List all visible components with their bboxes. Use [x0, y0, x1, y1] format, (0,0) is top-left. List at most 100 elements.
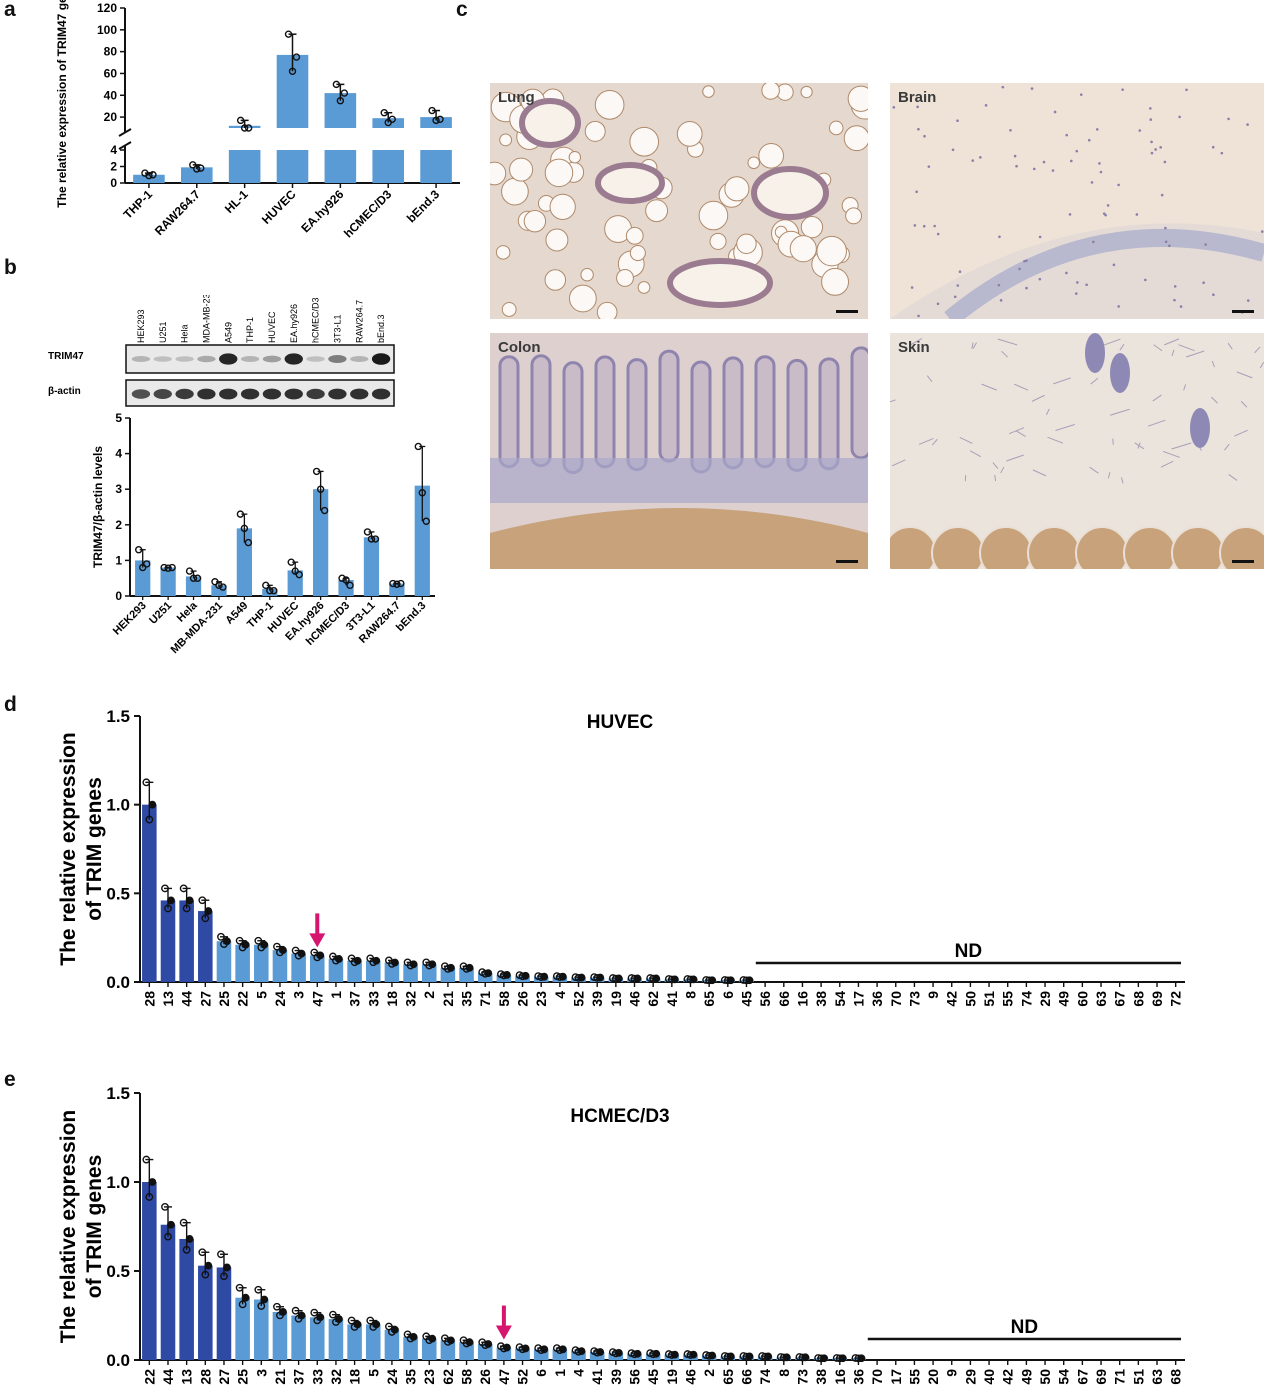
x-tick-label: 62: [440, 1369, 456, 1385]
x-tick-label: 9: [944, 1369, 960, 1377]
western-blot: HEK293 U251 Hela MDA-MB-231 A549 THP-1 HUVEC EA…: [48, 295, 395, 407]
data-point: [238, 943, 247, 952]
data-point: [369, 1323, 378, 1331]
x-tick-label: 71: [1112, 1369, 1128, 1385]
fiber: [1185, 350, 1205, 358]
fiber: [1224, 443, 1230, 451]
nucleus: [984, 104, 988, 107]
x-tick-label: 70: [869, 1369, 885, 1385]
colon-micrograph: Colon: [490, 333, 868, 569]
alveolus: [761, 83, 780, 100]
x-tick-label: 49: [1056, 991, 1072, 1007]
bar: [142, 1182, 157, 1360]
data-point: [436, 115, 444, 123]
x-tick-label: 13: [179, 1369, 195, 1385]
data-point: [462, 964, 471, 973]
fiber: [1103, 338, 1121, 346]
panel-label-e: e: [4, 1068, 16, 1091]
cell-layer: [944, 228, 1264, 319]
nucleus: [1085, 283, 1088, 287]
data-point: [201, 914, 210, 923]
blot-band: [262, 355, 282, 363]
blot-band: [350, 356, 369, 362]
nucleus: [1025, 259, 1028, 262]
x-tick-label: 41: [589, 1369, 605, 1385]
bar: [403, 964, 418, 982]
muscle-fiber: [1027, 526, 1081, 569]
x-tick-label: 67: [1112, 991, 1128, 1007]
nucleus: [1090, 181, 1094, 184]
alveolus: [800, 85, 813, 99]
nucleus: [1076, 281, 1079, 284]
nucleus: [1138, 129, 1142, 132]
fiber: [1112, 438, 1114, 445]
bar: [363, 537, 380, 596]
nucleus: [1032, 167, 1036, 171]
nucleus: [1068, 213, 1072, 216]
chart-e: 0.0 0.5 1.0 1.5 The relative expression of TR…: [57, 1084, 1185, 1385]
alveolus: [645, 199, 669, 223]
bar: [420, 150, 452, 183]
bar: [179, 900, 194, 982]
bar: [372, 118, 405, 128]
crypt: [786, 358, 808, 472]
bar: [533, 976, 549, 982]
bar: [276, 150, 309, 183]
x-tick-label: 1: [552, 1369, 568, 1377]
data-point: [350, 1323, 359, 1331]
bar: [328, 958, 344, 982]
y-tick-label: 60: [104, 66, 118, 80]
bar: [287, 570, 303, 596]
bar: [309, 955, 325, 982]
x-tick-label: 24: [384, 1369, 400, 1385]
alveolus: [544, 269, 567, 291]
bar: [459, 1342, 474, 1360]
fiber: [1107, 472, 1111, 479]
blot-band: [175, 388, 194, 400]
vessel: [519, 98, 581, 148]
bar: [515, 1348, 530, 1360]
nucleus: [1135, 213, 1139, 216]
x-tick-label: 23: [533, 991, 549, 1007]
data-point: [432, 116, 440, 125]
nucleus: [1149, 118, 1153, 121]
crypt: [626, 358, 648, 472]
x-tick-label: 5: [253, 991, 269, 999]
x-tick-label: 22: [141, 1369, 157, 1385]
nucleus: [1070, 159, 1073, 163]
data-point: [705, 1351, 714, 1360]
fiber: [1178, 344, 1195, 352]
alveolus: [568, 151, 582, 164]
blot-lane-label: 3T3-L1: [332, 314, 342, 343]
data-point: [276, 1311, 284, 1320]
blot-band: [371, 388, 391, 400]
bar: [324, 150, 357, 183]
data-point: [262, 581, 270, 590]
data-point: [189, 161, 197, 169]
data-point: [185, 1235, 194, 1243]
data-point: [241, 1293, 250, 1302]
x-tick-label: 39: [608, 1369, 624, 1385]
alveolus: [495, 245, 511, 260]
x-tick-label: 74: [757, 1369, 773, 1385]
fiber: [1171, 442, 1192, 450]
nucleus: [1185, 88, 1188, 92]
nucleus: [1015, 164, 1018, 168]
data-point: [238, 1300, 247, 1309]
data-point: [393, 580, 401, 588]
bar: [328, 1319, 344, 1360]
data-point: [240, 124, 249, 132]
bar: [254, 944, 269, 982]
blot-band: [262, 388, 282, 400]
blot-band: [131, 356, 151, 362]
y-axis-label: TRIM47/β-actin levels: [91, 446, 105, 568]
fiber: [890, 399, 896, 403]
skin-micrograph: Skin: [890, 333, 1264, 569]
bar: [216, 941, 232, 982]
alveolus: [845, 207, 863, 225]
y-tick-label: 0: [110, 176, 117, 190]
x-tick-label: 62: [645, 991, 661, 1007]
fiber: [931, 438, 938, 446]
bar: [421, 1338, 437, 1360]
